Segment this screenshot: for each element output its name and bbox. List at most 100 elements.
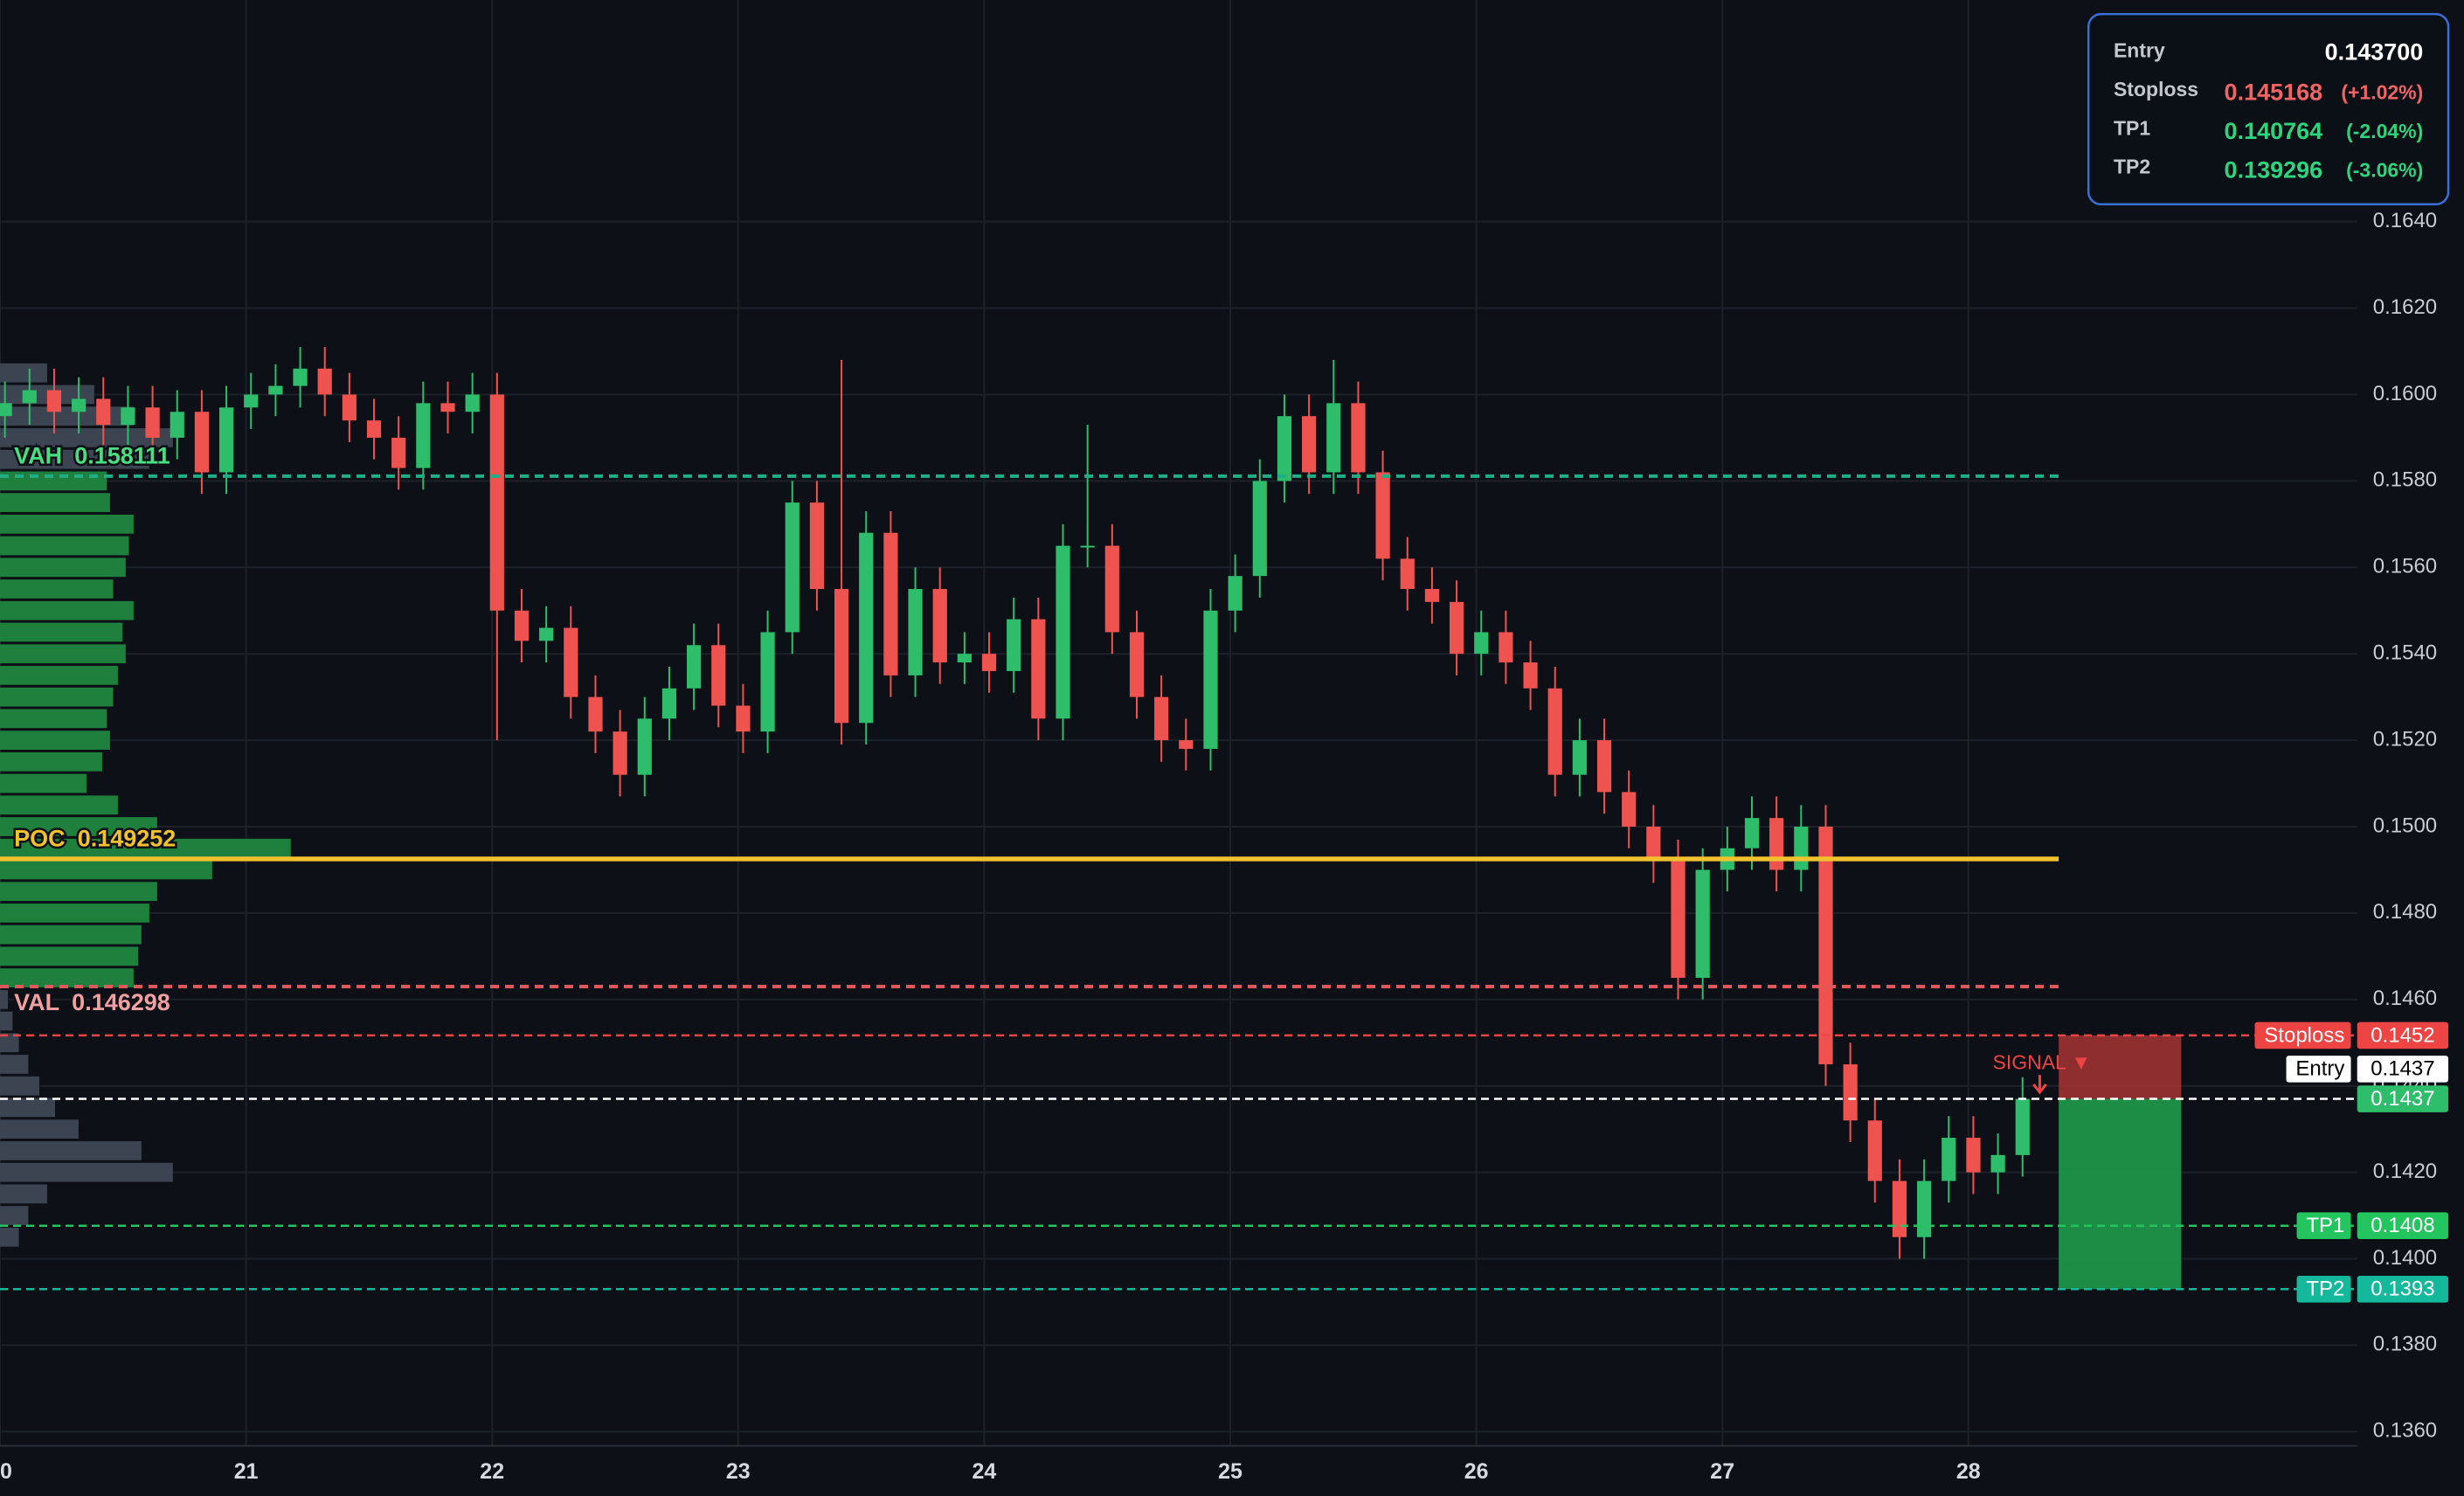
candle-body (932, 589, 947, 663)
volume-profile-bar (0, 795, 118, 815)
candle-body (1646, 826, 1661, 862)
volume-profile-bar (0, 1011, 13, 1031)
candle-body (96, 398, 111, 426)
info-box (2087, 12, 2450, 206)
candle-body (1203, 610, 1218, 749)
volume-profile-bar (0, 860, 212, 880)
volume-profile-bar (0, 600, 134, 620)
candle-body (1990, 1154, 2005, 1173)
candle-body (244, 394, 259, 408)
volume-profile-bar (0, 666, 118, 685)
axis-tag-name-box (2254, 1022, 2351, 1049)
candle-body (1547, 688, 1562, 775)
volume-profile-bar (0, 946, 139, 966)
y-tick-label: 0.1580 (2373, 468, 2437, 492)
info-value: 0.140764 (2225, 118, 2323, 144)
candle-body (268, 385, 283, 395)
volume-profile-bar (0, 1033, 19, 1053)
candle-body (883, 532, 898, 675)
candle-body (957, 654, 972, 663)
axis-tag-box (2357, 1022, 2449, 1049)
volume-profile-bar (0, 579, 114, 599)
axis-tag-name: TP2 (2306, 1278, 2344, 1301)
candle-body (1622, 792, 1637, 827)
candle-body (1326, 403, 1341, 473)
reward-zone (2059, 1098, 2182, 1290)
volume-profile-bar (0, 838, 291, 858)
candle-body (1596, 740, 1612, 793)
volume-profile-bar (0, 1098, 55, 1118)
axis-tag-text: 0.1408 (2371, 1214, 2434, 1237)
candle-body (637, 718, 652, 775)
volume-profile-bar (0, 1227, 19, 1247)
candle-body (1056, 545, 1070, 719)
candle-body (514, 610, 529, 641)
candle-body (1424, 589, 1440, 602)
candle-body (317, 368, 332, 395)
y-tick-label: 0.1540 (2373, 641, 2437, 665)
y-tick-label: 0.1560 (2373, 555, 2437, 578)
candle-body (391, 437, 406, 468)
volume-profile-bar (0, 622, 123, 642)
candle-body (736, 705, 751, 732)
x-tick-label: 21 (234, 1459, 259, 1484)
candle-body (1154, 696, 1169, 741)
axis-tag-name-box (2296, 1212, 2351, 1240)
candle-body (661, 688, 677, 719)
x-tick-label: 22 (480, 1459, 504, 1484)
axis-tag-text: 0.1393 (2371, 1278, 2434, 1301)
candle-body (1277, 416, 1292, 481)
candle-body (1031, 619, 1046, 719)
last-price-tag-box (2357, 1085, 2449, 1112)
candle-body (1474, 632, 1489, 654)
axis-tag-name-box (2286, 1056, 2351, 1083)
candle-body (1867, 1120, 1882, 1181)
axis-tag-box (2357, 1276, 2449, 1303)
candle-body (1351, 403, 1366, 473)
candle-body (1302, 416, 1317, 473)
volume-profile-bar (0, 449, 149, 469)
y-tick-label: 0.1500 (2373, 814, 2437, 837)
candle-body (0, 403, 12, 417)
candle-body (1228, 576, 1242, 611)
candle-body (366, 420, 382, 438)
volume-profile-bar (0, 644, 126, 664)
candle-body (1818, 826, 1833, 1064)
volume-profile-bar (0, 493, 110, 512)
volume-profile-bar (0, 471, 107, 491)
info-label: Stoploss (2114, 78, 2198, 100)
axis-tag-name-box (2296, 1276, 2351, 1303)
candle-body (539, 627, 554, 641)
volume-profile-bar (0, 709, 107, 729)
level-name: POC (14, 826, 66, 852)
volume-profile-bar (0, 1162, 173, 1182)
info-value: 0.145168 (2225, 79, 2323, 105)
y-tick-label: 0.1480 (2373, 900, 2437, 924)
candle-body (1129, 632, 1145, 697)
signal-label: SIGNAL ▼ (1992, 1051, 2091, 1074)
y-tick-label: 0.1420 (2373, 1160, 2437, 1183)
candle-body (809, 502, 825, 590)
last-price-tag-text: 0.1437 (2371, 1087, 2434, 1111)
candle-body (1695, 869, 1710, 979)
candle-body (489, 394, 504, 611)
info-change: (+1.02%) (2341, 80, 2423, 103)
x-tick-label: 28 (1956, 1459, 1981, 1484)
y-tick-label: 0.1600 (2373, 382, 2437, 405)
candle-body (834, 589, 849, 724)
axis-tag-box (2357, 1212, 2449, 1240)
candle-body (1966, 1138, 1981, 1173)
y-tick-label: 0.1460 (2373, 987, 2437, 1010)
x-tick-label: 25 (1218, 1459, 1242, 1484)
candle-body (1400, 558, 1415, 590)
x-tick-label: 23 (726, 1459, 751, 1484)
info-label: Entry (2114, 38, 2165, 61)
volume-profile-bar (0, 904, 149, 923)
level-name: VAL (14, 989, 59, 1015)
volume-profile-bar (0, 731, 110, 750)
axis-tag-text: 0.1437 (2371, 1057, 2434, 1081)
candle-body (293, 368, 308, 386)
candle-body (1794, 826, 1809, 870)
